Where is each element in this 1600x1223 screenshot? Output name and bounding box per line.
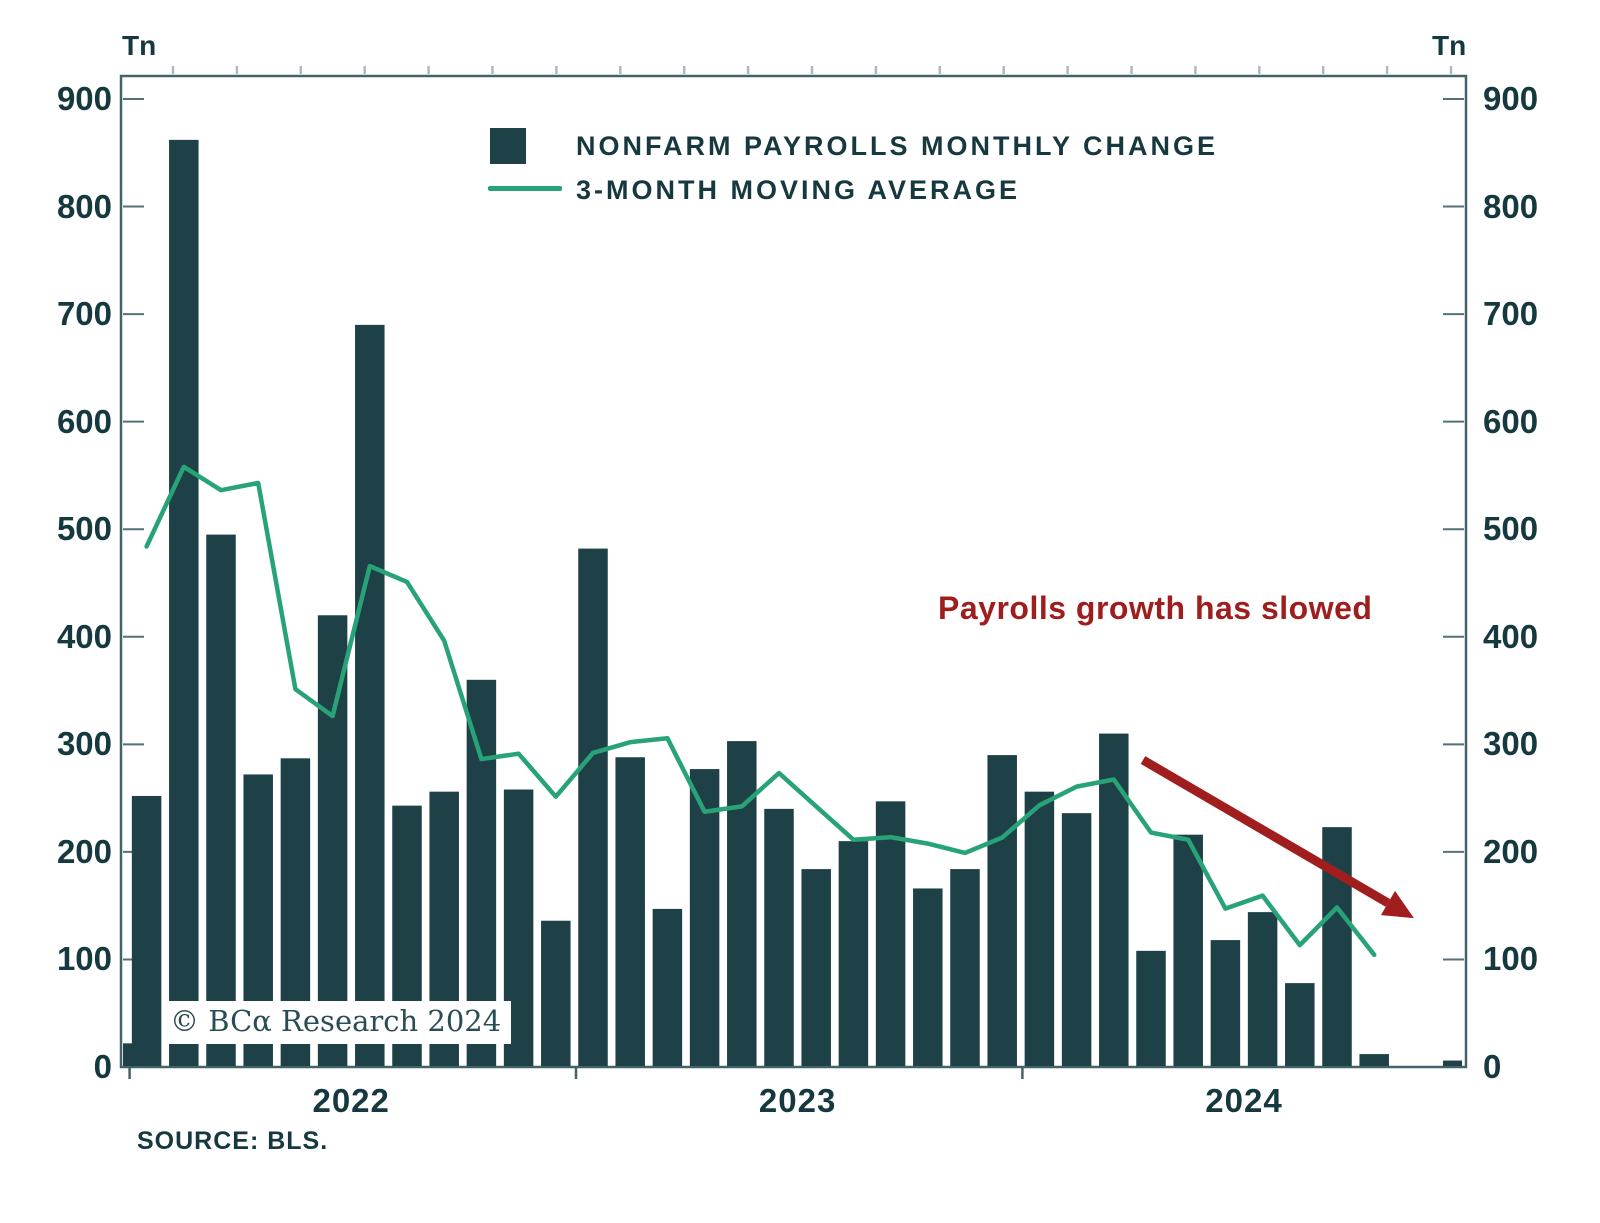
payrolls-bar — [1136, 950, 1166, 1066]
payrolls-bar — [652, 908, 683, 1066]
right-axis-unit-label: Tn — [1432, 30, 1467, 61]
payrolls-bar — [541, 920, 571, 1066]
payrolls-bar — [169, 139, 199, 1067]
payrolls-bar — [1173, 834, 1203, 1066]
right-axis-value: 100 — [1483, 940, 1539, 978]
payrolls-bar — [727, 741, 757, 1066]
right-axis-value: 0 — [1483, 1048, 1502, 1085]
left-axis-value: 500 — [56, 510, 112, 548]
legend-line-label: 3-MONTH MOVING AVERAGE — [576, 175, 1021, 205]
right-axis-value: 500 — [1483, 510, 1539, 548]
right-axis-value: 600 — [1483, 402, 1539, 440]
payrolls-bar — [615, 757, 645, 1066]
payrolls-bar — [131, 795, 162, 1066]
watermark: © BCα Research 2024 — [162, 1001, 512, 1044]
payrolls-bar — [317, 615, 348, 1066]
payrolls-bar — [206, 534, 236, 1066]
payrolls-bar — [1210, 940, 1241, 1066]
left-axis-unit-label: Tn — [122, 30, 157, 61]
source-label: SOURCE: BLS. — [137, 1127, 329, 1155]
payrolls-bar — [987, 755, 1017, 1066]
payrolls-bar — [838, 841, 869, 1066]
payrolls-bar — [764, 808, 794, 1066]
year-label: 2022 — [312, 1082, 390, 1119]
moving-average-line — [144, 464, 1377, 958]
legend-line-swatch — [488, 186, 562, 191]
left-axis-value: 700 — [56, 295, 112, 333]
payrolls-bar — [1024, 791, 1055, 1066]
legend-bar-swatch — [490, 128, 526, 164]
payrolls-bar — [1247, 912, 1278, 1066]
payrolls-bar — [689, 769, 720, 1066]
left-axis-value: 800 — [56, 187, 112, 225]
right-axis-value: 200 — [1483, 832, 1539, 870]
payrolls-bar — [950, 869, 980, 1066]
left-axis-value: 200 — [56, 832, 112, 870]
right-axis-value: 700 — [1483, 295, 1539, 333]
clipped-edge-bar-right — [1443, 1060, 1462, 1066]
payrolls-bar — [1285, 983, 1315, 1066]
trend-arrow-head — [1380, 890, 1414, 919]
left-axis-value: 300 — [56, 725, 112, 763]
left-axis-value: 0 — [93, 1048, 112, 1085]
right-axis-value: 400 — [1483, 617, 1539, 655]
right-axis-value: 300 — [1483, 725, 1539, 763]
left-axis-value: 100 — [56, 940, 112, 978]
right-axis-value: 900 — [1483, 80, 1539, 117]
payrolls-bar — [1359, 1054, 1389, 1066]
payrolls-bar — [1061, 813, 1092, 1066]
payrolls-bar — [875, 801, 906, 1066]
year-label: 2024 — [1205, 1082, 1283, 1119]
right-axis-value: 800 — [1483, 187, 1539, 225]
trend-arrow-shaft — [1140, 756, 1391, 907]
annotation-text: Payrolls growth has slowed — [938, 590, 1373, 626]
payrolls-bar — [578, 548, 608, 1066]
payrolls-bar — [355, 324, 385, 1066]
left-axis-value: 900 — [56, 80, 112, 117]
left-axis-value: 400 — [56, 617, 112, 655]
plot-frame — [119, 74, 1468, 1069]
payrolls-bar — [1099, 733, 1129, 1066]
left-axis-value: 600 — [56, 402, 112, 440]
legend-bar-label: NONFARM PAYROLLS MONTHLY CHANGE — [576, 131, 1219, 161]
payrolls-bar — [801, 869, 831, 1066]
payrolls-bar — [913, 888, 943, 1066]
clipped-edge-bar-left — [123, 1043, 133, 1066]
year-label: 2023 — [758, 1082, 837, 1119]
